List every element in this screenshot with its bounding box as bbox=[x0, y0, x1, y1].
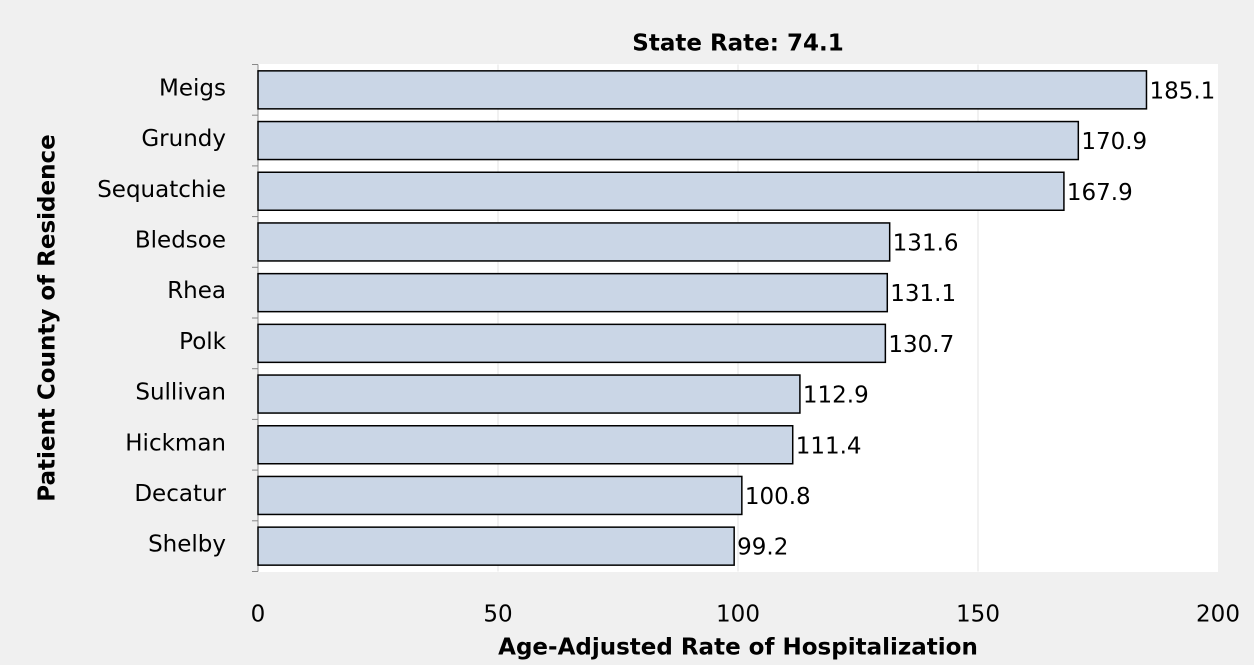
y-tick-label: Grundy bbox=[141, 126, 226, 152]
bar bbox=[257, 171, 1065, 211]
y-tick-label: Hickman bbox=[125, 430, 226, 456]
x-tick-label: 100 bbox=[716, 602, 760, 628]
bar bbox=[257, 475, 743, 516]
y-tick-label: Shelby bbox=[148, 532, 226, 558]
y-axis-title: Patient County of Residence bbox=[35, 134, 61, 501]
x-tick-label: 50 bbox=[483, 602, 512, 628]
y-tick-label: Meigs bbox=[159, 75, 226, 101]
x-tick-label: 200 bbox=[1196, 602, 1240, 628]
data-label: 99.2 bbox=[737, 535, 788, 561]
data-label: 130.7 bbox=[888, 332, 954, 358]
x-axis-title: Age-Adjusted Rate of Hospitalization bbox=[498, 635, 978, 661]
y-tick-label: Polk bbox=[179, 329, 227, 355]
x-tick-label: 0 bbox=[251, 602, 266, 628]
bar bbox=[257, 222, 891, 262]
data-label: 100.8 bbox=[745, 484, 811, 510]
y-tick-label: Sullivan bbox=[135, 380, 226, 406]
y-tick-label: Decatur bbox=[134, 481, 226, 507]
data-label: 170.9 bbox=[1081, 129, 1147, 155]
bar bbox=[257, 272, 889, 313]
data-label: 112.9 bbox=[803, 383, 869, 409]
data-label: 131.1 bbox=[890, 281, 956, 307]
data-label: 185.1 bbox=[1149, 78, 1215, 104]
bar bbox=[257, 323, 887, 364]
chart-title: State Rate: 74.1 bbox=[632, 31, 843, 57]
bar bbox=[257, 526, 735, 566]
x-tick-label: 150 bbox=[956, 602, 1000, 628]
y-tick-label: Sequatchie bbox=[97, 177, 226, 203]
data-label: 111.4 bbox=[796, 433, 862, 459]
data-label: 131.6 bbox=[893, 230, 959, 256]
data-label: 167.9 bbox=[1067, 180, 1133, 206]
bar bbox=[257, 120, 1080, 161]
bar bbox=[257, 425, 794, 465]
y-tick-label: Bledsoe bbox=[135, 227, 226, 253]
bar bbox=[257, 70, 1148, 110]
bar bbox=[257, 374, 801, 414]
y-tick-label: Rhea bbox=[167, 278, 226, 304]
